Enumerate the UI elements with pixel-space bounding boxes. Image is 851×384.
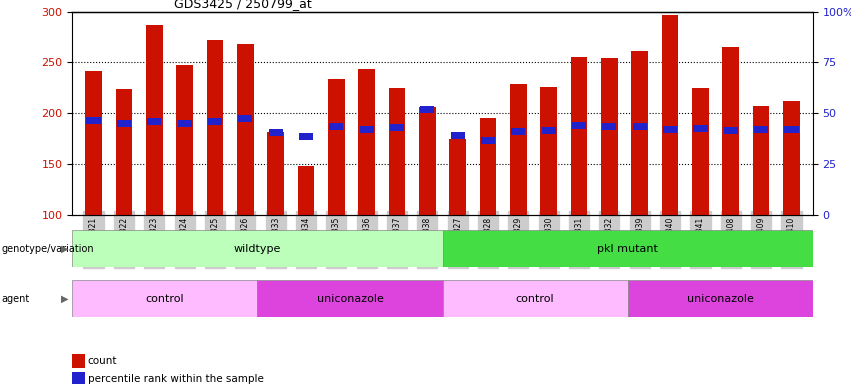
Bar xyxy=(208,118,222,125)
Bar xyxy=(723,127,738,134)
Bar xyxy=(450,132,465,139)
Text: ▶: ▶ xyxy=(60,293,68,304)
Text: control: control xyxy=(516,293,554,304)
Bar xyxy=(147,118,162,125)
Bar xyxy=(72,280,257,317)
Bar xyxy=(269,129,283,136)
Text: agent: agent xyxy=(2,293,30,304)
Text: wildtype: wildtype xyxy=(234,243,281,254)
Bar xyxy=(753,106,769,215)
Text: uniconazole: uniconazole xyxy=(317,293,384,304)
Bar xyxy=(360,126,374,133)
Bar xyxy=(443,280,627,317)
Bar xyxy=(571,57,587,215)
Bar xyxy=(419,107,436,215)
Bar xyxy=(627,280,813,317)
Bar xyxy=(632,123,647,130)
Bar xyxy=(298,166,314,215)
Bar xyxy=(207,40,223,215)
Bar xyxy=(663,126,677,133)
Bar xyxy=(754,126,768,133)
Text: ▶: ▶ xyxy=(60,243,68,254)
Bar xyxy=(257,280,443,317)
Bar xyxy=(358,68,375,215)
Bar xyxy=(329,123,344,130)
Text: control: control xyxy=(146,293,184,304)
Bar xyxy=(178,120,191,127)
Text: GDS3425 / 250799_at: GDS3425 / 250799_at xyxy=(174,0,312,10)
Bar xyxy=(511,128,525,135)
Bar xyxy=(390,124,404,131)
Bar xyxy=(785,126,798,133)
Bar xyxy=(116,89,132,215)
Bar xyxy=(783,101,800,215)
Bar xyxy=(72,230,443,267)
Text: uniconazole: uniconazole xyxy=(687,293,754,304)
Bar xyxy=(540,87,557,215)
Text: genotype/variation: genotype/variation xyxy=(2,243,94,254)
Bar xyxy=(601,58,618,215)
Bar xyxy=(443,230,813,267)
Bar xyxy=(541,127,556,134)
Bar xyxy=(389,88,405,215)
Bar xyxy=(117,120,131,127)
Bar xyxy=(299,133,313,140)
Bar xyxy=(146,25,163,215)
Bar xyxy=(237,44,254,215)
Bar xyxy=(238,115,253,122)
Text: pkl mutant: pkl mutant xyxy=(597,243,658,254)
Bar xyxy=(176,65,193,215)
Bar xyxy=(662,15,678,215)
Bar xyxy=(631,51,648,215)
Bar xyxy=(480,118,496,215)
Bar xyxy=(510,84,527,215)
Bar xyxy=(481,137,495,144)
Bar xyxy=(449,139,466,215)
Bar xyxy=(85,71,102,215)
Bar xyxy=(328,79,345,215)
Bar xyxy=(692,88,709,215)
Bar xyxy=(603,123,616,130)
Bar xyxy=(420,106,435,113)
Bar xyxy=(87,117,100,124)
Bar xyxy=(694,125,707,132)
Bar xyxy=(722,47,740,215)
Text: count: count xyxy=(88,356,117,366)
Bar xyxy=(267,132,284,215)
Bar xyxy=(572,122,586,129)
Text: percentile rank within the sample: percentile rank within the sample xyxy=(88,374,264,384)
